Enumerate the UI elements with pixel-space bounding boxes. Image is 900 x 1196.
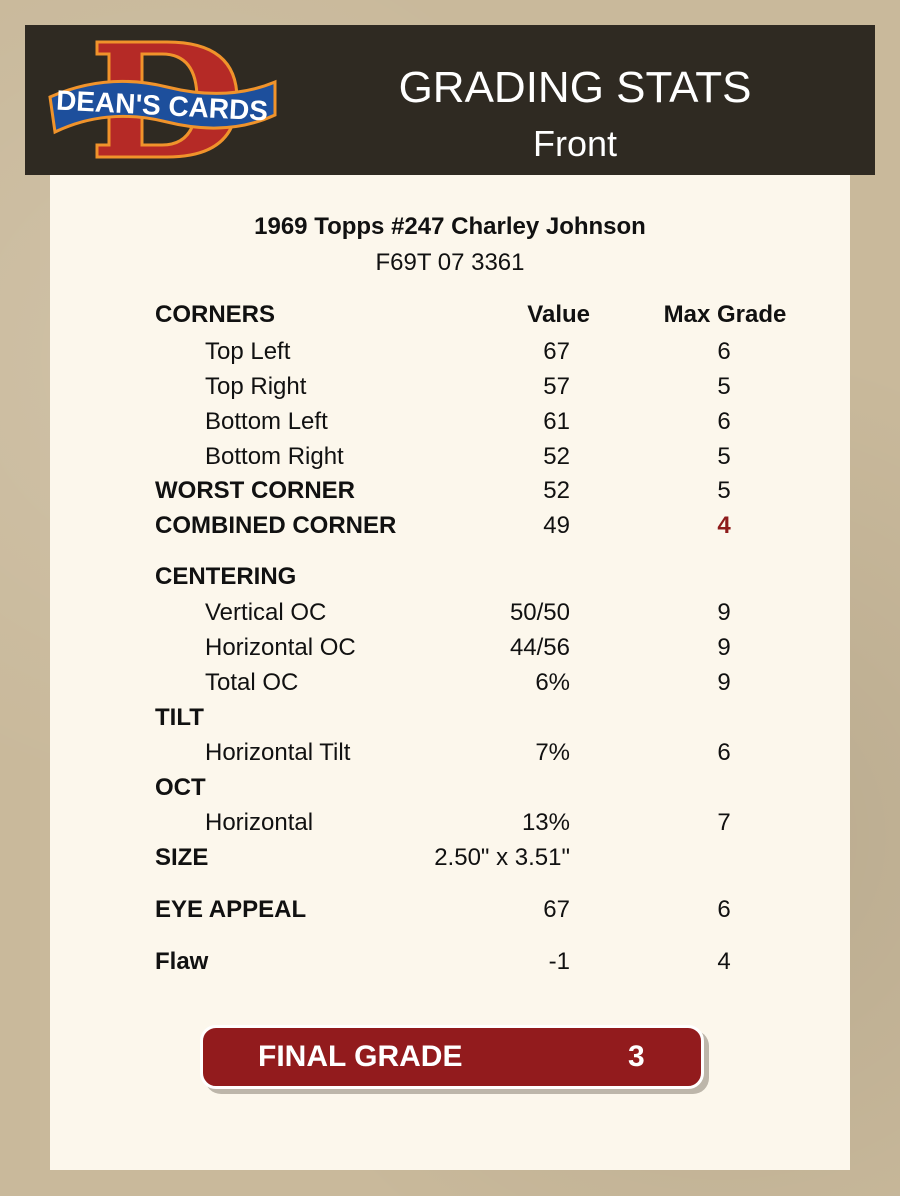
card-name: 1969 Topps #247 Charley Johnson — [254, 213, 646, 240]
stat-max-grade: 5 — [717, 443, 731, 470]
stat-row: Top Right 57 5 — [50, 373, 850, 403]
stat-row: Top Left 67 6 — [50, 338, 850, 368]
final-grade-label: FINAL GRADE — [258, 1040, 463, 1073]
stat-row: Flaw -1 4 — [50, 948, 850, 978]
stat-value: 7% — [535, 739, 570, 766]
stat-row: Total OC 6% 9 — [50, 669, 850, 699]
stat-label: Horizontal — [205, 809, 314, 836]
stat-row: Horizontal 13% 7 — [50, 809, 850, 839]
stat-label: SIZE — [155, 844, 209, 871]
stat-max-grade: 9 — [717, 669, 731, 696]
stat-value: 49 — [543, 512, 570, 539]
stat-row: Bottom Left 61 6 — [50, 408, 850, 438]
stat-max-grade: 4 — [717, 512, 731, 539]
stat-row: WORST CORNER 52 5 — [50, 477, 850, 507]
page-title: GRADING STATS — [398, 63, 752, 112]
final-grade-value: 3 — [628, 1040, 645, 1073]
stat-row: EYE APPEAL 67 6 — [50, 896, 850, 926]
stat-max-grade: 5 — [717, 477, 731, 504]
stat-max-grade: 9 — [717, 599, 731, 626]
stat-value: 57 — [543, 373, 570, 400]
stat-max-grade: 6 — [717, 739, 731, 766]
value-column-header: Value — [527, 301, 590, 328]
stat-max-grade: 6 — [717, 896, 731, 923]
stat-row: Bottom Right 52 5 — [50, 443, 850, 473]
page-subtitle: Front — [532, 123, 618, 164]
stat-label: CENTERING — [155, 563, 297, 590]
stat-label: EYE APPEAL — [155, 896, 307, 923]
stat-label: Vertical OC — [205, 599, 327, 626]
final-grade-badge: FINAL GRADE 3 — [200, 1025, 704, 1089]
cert-number: F69T 07 3361 — [375, 249, 525, 276]
stat-row: COMBINED CORNER 49 4 — [50, 512, 850, 542]
stat-value: 6% — [535, 669, 570, 696]
stat-label: Top Right — [205, 373, 307, 400]
stat-max-grade: 6 — [717, 338, 731, 365]
stat-label: Bottom Left — [205, 408, 328, 435]
stat-row: SIZE 2.50" x 3.51" — [50, 844, 850, 874]
stat-value: -1 — [548, 948, 570, 975]
stat-label: TILT — [155, 704, 204, 731]
stat-label: OCT — [155, 774, 206, 801]
stat-row: Horizontal Tilt 7% 6 — [50, 739, 850, 769]
stat-max-grade: 4 — [717, 948, 731, 975]
stat-max-grade: 9 — [717, 634, 731, 661]
stat-value: 52 — [543, 443, 570, 470]
header: DEAN'S CARDS GRADING STATS Front — [25, 25, 875, 175]
stat-label: Top Left — [205, 338, 291, 365]
deans-cards-logo: DEAN'S CARDS — [48, 40, 277, 159]
stat-value: 2.50" x 3.51" — [434, 844, 570, 871]
stat-row: Vertical OC 50/50 9 — [50, 599, 850, 629]
stat-value: 67 — [543, 896, 570, 923]
stat-max-grade: 6 — [717, 408, 731, 435]
stat-value: 61 — [543, 408, 570, 435]
stat-row: TILT — [50, 704, 850, 734]
stat-row: OCT — [50, 774, 850, 804]
stat-label: Bottom Right — [205, 443, 344, 470]
stat-value: 44/56 — [509, 634, 570, 661]
stat-row: Horizontal OC 44/56 9 — [50, 634, 850, 664]
stat-value: 50/50 — [509, 599, 570, 626]
stat-max-grade: 5 — [717, 373, 731, 400]
stat-label: Horizontal Tilt — [205, 739, 351, 766]
stat-row: CORNERS Value Max Grade — [50, 301, 850, 331]
stat-label: WORST CORNER — [155, 477, 355, 504]
stat-label: Horizontal OC — [205, 634, 356, 661]
max-grade-column-header: Max Grade — [663, 301, 787, 328]
stat-label: COMBINED CORNER — [155, 512, 397, 539]
stat-value: 13% — [521, 809, 570, 836]
stat-label: Flaw — [155, 948, 209, 975]
stat-max-grade: 7 — [717, 809, 731, 836]
stat-value: 52 — [543, 477, 570, 504]
stat-label: Total OC — [205, 669, 299, 696]
stat-value: 67 — [543, 338, 570, 365]
stat-row: CENTERING — [50, 563, 850, 593]
stat-label: CORNERS — [155, 301, 276, 328]
grading-panel: 1969 Topps #247 Charley Johnson F69T 07 … — [50, 175, 850, 1170]
